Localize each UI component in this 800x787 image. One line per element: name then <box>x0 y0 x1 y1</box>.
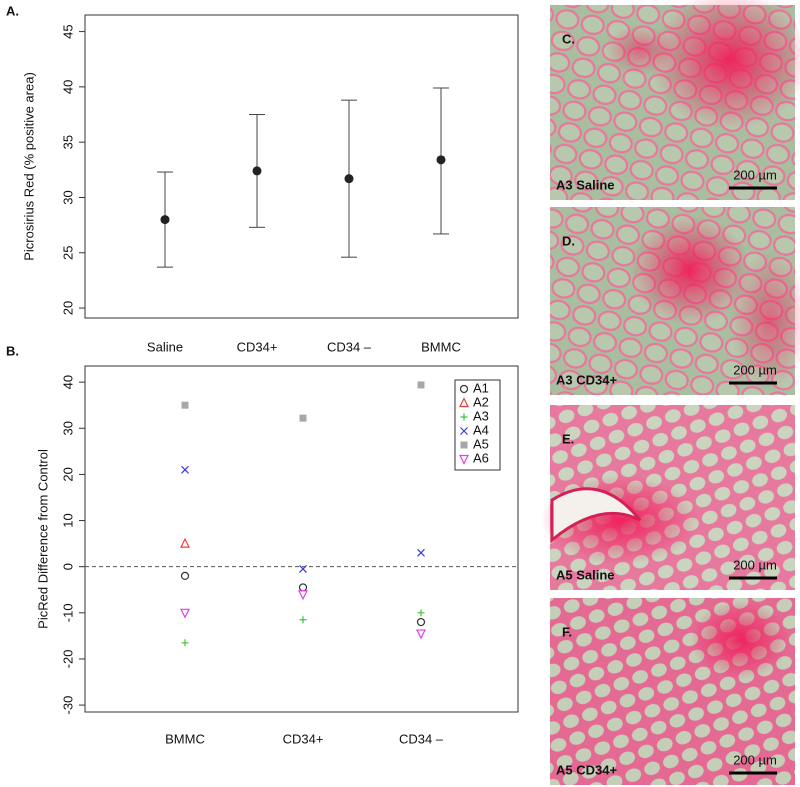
legend-label: A2 <box>473 394 489 409</box>
y-tick-label: -10 <box>60 603 75 622</box>
point <box>298 583 308 592</box>
x-tick-label: BMMC <box>165 731 205 746</box>
point <box>181 465 189 474</box>
panel-caption: A3 CD34+ <box>556 372 617 387</box>
point <box>299 616 307 624</box>
scale-label: 200 µm <box>733 167 777 182</box>
point <box>299 565 307 573</box>
legend-marker <box>459 397 469 408</box>
scale-label: 200 µm <box>733 557 777 572</box>
point <box>181 639 189 647</box>
mean-point <box>160 215 170 225</box>
panel-letter: F. <box>562 624 572 639</box>
legend-marker <box>460 413 468 421</box>
panel-letter: C. <box>562 31 575 46</box>
mean-point <box>344 174 354 184</box>
y-tick-label: -20 <box>60 650 75 669</box>
scale-label: 200 µm <box>733 362 777 377</box>
x-tick-label: CD34 – <box>327 339 372 354</box>
point <box>417 609 425 617</box>
point <box>416 617 426 627</box>
point <box>417 548 425 557</box>
panel-caption: A5 Saline <box>556 567 615 582</box>
panel-caption: A5 CD34+ <box>556 762 617 777</box>
micrograph-panels <box>540 0 800 785</box>
point <box>180 571 190 581</box>
point <box>298 590 308 601</box>
y-tick-label: 20 <box>60 301 75 315</box>
y-axis-label: PicRed Difference from Control <box>35 449 50 629</box>
micrograph <box>540 405 795 590</box>
y-tick-label: -30 <box>60 696 75 715</box>
x-tick-label: BMMC <box>421 339 461 354</box>
x-tick-label: Saline <box>147 339 183 354</box>
micrograph <box>550 598 795 785</box>
mean-point <box>252 166 262 176</box>
y-tick-label: 40 <box>60 375 75 389</box>
panel-label: A. <box>6 3 19 18</box>
y-tick-label: 45 <box>60 24 75 38</box>
panel-letter: E. <box>562 431 574 446</box>
legend-marker <box>459 454 469 465</box>
legend-marker <box>459 384 469 394</box>
point <box>180 537 190 548</box>
point <box>416 629 426 640</box>
micrograph <box>550 0 800 200</box>
plot-frame <box>84 14 519 319</box>
point <box>180 608 190 619</box>
point <box>299 414 307 422</box>
micrograph <box>550 207 800 395</box>
scale-label: 200 µm <box>733 752 777 767</box>
x-tick-label: CD34+ <box>237 339 278 354</box>
legend-marker <box>460 441 468 449</box>
point <box>181 401 189 409</box>
mean-point <box>436 155 446 165</box>
legend-label: A1 <box>473 380 489 395</box>
y-tick-label: 10 <box>60 513 75 527</box>
y-tick-label: 20 <box>60 467 75 481</box>
y-tick-label: 0 <box>60 563 75 570</box>
y-tick-label: 30 <box>60 421 75 435</box>
legend-label: A6 <box>473 450 489 465</box>
plot-frame <box>84 365 519 713</box>
x-tick-label: CD34 – <box>399 731 444 746</box>
y-tick-label: 25 <box>60 246 75 260</box>
legend-label: A3 <box>473 408 489 423</box>
point <box>417 381 425 389</box>
panel-letter: D. <box>562 233 575 248</box>
y-tick-label: 40 <box>60 80 75 94</box>
x-tick-label: CD34+ <box>283 731 324 746</box>
panel-label: B. <box>6 343 19 358</box>
panel-caption: A3 Saline <box>556 177 615 192</box>
y-tick-label: 35 <box>60 135 75 149</box>
y-axis-label: Picrosirius Red (% positive area) <box>21 72 36 261</box>
legend-label: A5 <box>473 436 489 451</box>
y-tick-label: 30 <box>60 190 75 204</box>
legend-label: A4 <box>473 422 489 437</box>
legend-marker <box>460 427 468 435</box>
